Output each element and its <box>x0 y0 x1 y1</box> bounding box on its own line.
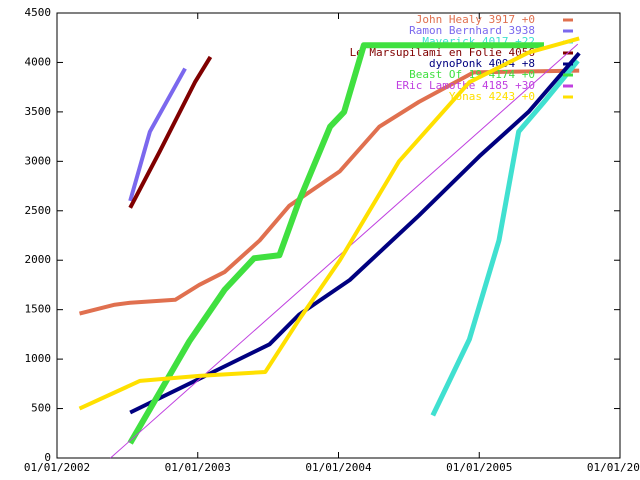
y-tick-label: 2500 <box>25 204 52 217</box>
x-tick-label: 01/01/2004 <box>305 461 372 474</box>
x-tick-label: 01/01/2006 <box>587 461 640 474</box>
y-tick-label: 1000 <box>25 352 52 365</box>
legend-label: dynoPonk 4094 +8 <box>429 57 535 70</box>
x-tick-label: 01/01/2003 <box>165 461 231 474</box>
series-line <box>430 59 580 417</box>
series-line <box>79 68 580 316</box>
x-tick-label: 01/01/2002 <box>24 461 90 474</box>
y-tick-label: 0 <box>44 451 51 464</box>
y-tick-label: 2000 <box>25 253 52 266</box>
series-line <box>128 55 213 209</box>
y-tick-label: 1500 <box>25 303 52 316</box>
y-tick-label: 4000 <box>25 55 52 68</box>
legend-label: Le Marsupilami en Folie 4056 <box>350 46 535 59</box>
plot-border <box>56 12 621 459</box>
legend-label: Beast Of 19 4174 +0 <box>409 68 535 81</box>
y-tick-label: 4500 <box>25 6 52 19</box>
y-tick-label: 500 <box>31 402 51 415</box>
legend-label: John Healy 3917 +0 <box>416 13 535 26</box>
legend-label: Ramon Bernhard 3938 <box>409 24 535 37</box>
y-tick-label: 3000 <box>25 154 52 167</box>
legend-label: Yonas 4243 +0 <box>449 90 535 103</box>
series-line <box>127 42 544 445</box>
series-line <box>128 67 187 202</box>
series-line <box>129 51 581 415</box>
x-tick-label: 01/01/2005 <box>446 461 512 474</box>
series-line <box>78 36 580 411</box>
y-tick-label: 3500 <box>25 105 52 118</box>
